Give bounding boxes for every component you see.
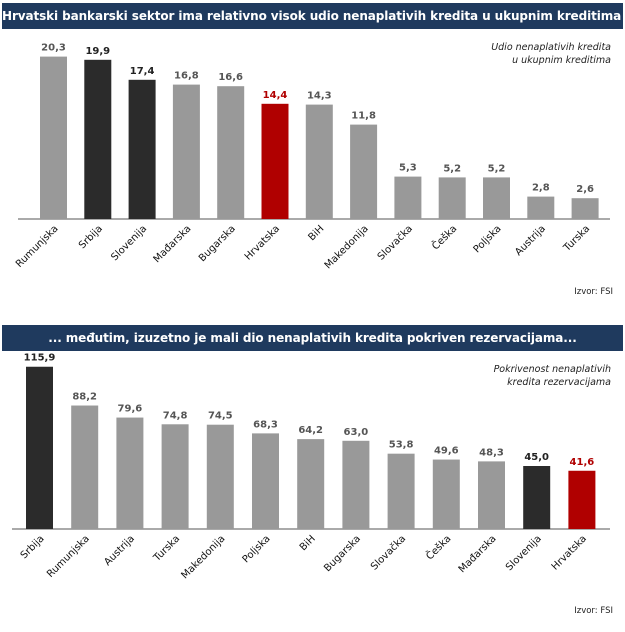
bar-turska (161, 424, 189, 529)
bar-slovenija (128, 79, 156, 219)
bar-srbija (84, 59, 112, 219)
data-label: 16,8 (174, 71, 199, 82)
chart-legend: Udio nenaplativih kredita u ukupnim kred… (491, 41, 611, 67)
chart-panel-npl-share: Hrvatski bankarski sektor ima relativno … (2, 3, 623, 297)
bar-mađarska (172, 84, 200, 219)
data-label: 5,2 (488, 163, 506, 174)
category-label: Mađarska (457, 533, 499, 575)
data-label: 74,8 (163, 410, 188, 421)
legend-line: Pokrivenost nenaplativih (493, 364, 611, 375)
data-label: 17,4 (130, 66, 155, 77)
category-label: BiH (307, 223, 327, 243)
category-label: Makedonija (323, 223, 371, 271)
bar-poljska (483, 177, 510, 219)
data-label: 48,3 (479, 447, 504, 458)
data-label: 5,2 (443, 163, 461, 174)
data-label: 41,6 (570, 457, 595, 468)
category-label: Bugarska (197, 223, 238, 264)
data-label: 20,3 (41, 43, 66, 54)
category-label: Slovačka (368, 533, 408, 573)
data-label: 11,8 (351, 111, 376, 122)
data-label: 79,6 (118, 404, 143, 415)
bar-turska (571, 198, 599, 219)
category-label: Turska (151, 533, 182, 564)
category-label: Mađarska (152, 223, 194, 265)
bar-češka (438, 177, 466, 219)
category-label: Austrija (513, 223, 548, 258)
data-label: 45,0 (524, 452, 549, 463)
chart-legend: Pokrivenost nenaplativih kredita rezerva… (494, 363, 611, 389)
bar-makedonija (206, 424, 234, 529)
bar-makedonija (350, 124, 378, 219)
bar-mađarska (478, 461, 505, 529)
bar-slovačka (394, 176, 422, 219)
category-label: Slovenija (109, 223, 149, 263)
bar-bugarska (342, 440, 370, 529)
bar-rumunjska (40, 56, 67, 219)
bar-chart-provision-coverage: 115,9 Srbija 88,2 Rumunjska 79,6 Austrija 74,8… (12, 353, 610, 581)
data-label: 5,3 (399, 163, 417, 174)
bar-slovenija (523, 466, 551, 529)
bar-bih (305, 104, 333, 219)
bar-češka (432, 459, 460, 529)
source-note: Izvor: FSI (574, 287, 613, 297)
bar-hrvatska (568, 470, 596, 529)
data-label: 19,9 (85, 46, 110, 57)
data-label: 74,5 (208, 411, 233, 422)
data-label: 2,8 (532, 183, 550, 194)
bar-bih (297, 439, 325, 529)
data-label: 68,3 (253, 419, 278, 430)
bar-poljska (252, 433, 279, 529)
bar-chart-npl-share: 20,3 Rumunjska 19,9 Srbija 17,4 Slovenija 16,8… (14, 43, 610, 271)
data-label: 63,0 (344, 427, 369, 438)
bar-rumunjska (71, 405, 99, 529)
legend-line: kredita rezervacijama (507, 377, 611, 388)
category-label: Poljska (241, 533, 273, 565)
category-label: Turska (561, 223, 592, 254)
chart-panel-provision-coverage: ... međutim, izuzetno je mali dio nenapl… (0, 316, 625, 632)
chart-banner-title: ... međutim, izuzetno je mali dio nenapl… (2, 325, 623, 351)
data-label: 53,8 (389, 440, 414, 451)
bar-austrija (116, 417, 144, 529)
legend-line: u ukupnim kreditima (512, 55, 611, 66)
data-label: 14,4 (263, 90, 288, 101)
category-label: BiH (298, 533, 318, 553)
bar-austrija (527, 196, 555, 219)
category-label: Češka (423, 532, 453, 562)
bar-srbija (26, 366, 53, 529)
data-label: 64,2 (298, 425, 323, 436)
data-label: 49,6 (434, 446, 459, 457)
source-note: Izvor: FSI (574, 606, 613, 616)
category-label: Slovačka (375, 223, 415, 263)
category-label: Rumunjska (45, 533, 92, 580)
category-label: Austrija (102, 533, 137, 568)
legend-line: Udio nenaplativih kredita (491, 42, 611, 53)
data-label: 14,3 (307, 91, 332, 102)
category-label: Hrvatska (243, 223, 282, 262)
data-label: 2,6 (576, 184, 594, 195)
category-label: Poljska (472, 223, 504, 255)
chart-banner-title: Hrvatski bankarski sektor ima relativno … (2, 3, 623, 29)
category-label: Češka (429, 222, 459, 252)
bar-hrvatska (261, 103, 289, 219)
category-label: Srbija (77, 223, 105, 251)
bar-bugarska (217, 86, 245, 219)
category-label: Hrvatska (550, 533, 589, 572)
data-label: 88,2 (72, 392, 97, 403)
category-label: Rumunjska (14, 223, 61, 270)
bar-slovačka (387, 453, 415, 529)
category-label: Makedonija (179, 533, 227, 581)
data-label: 16,6 (218, 72, 243, 83)
data-label: 115,9 (24, 353, 56, 364)
category-label: Bugarska (322, 533, 363, 574)
category-label: Slovenija (504, 533, 544, 573)
category-label: Srbija (19, 533, 47, 561)
